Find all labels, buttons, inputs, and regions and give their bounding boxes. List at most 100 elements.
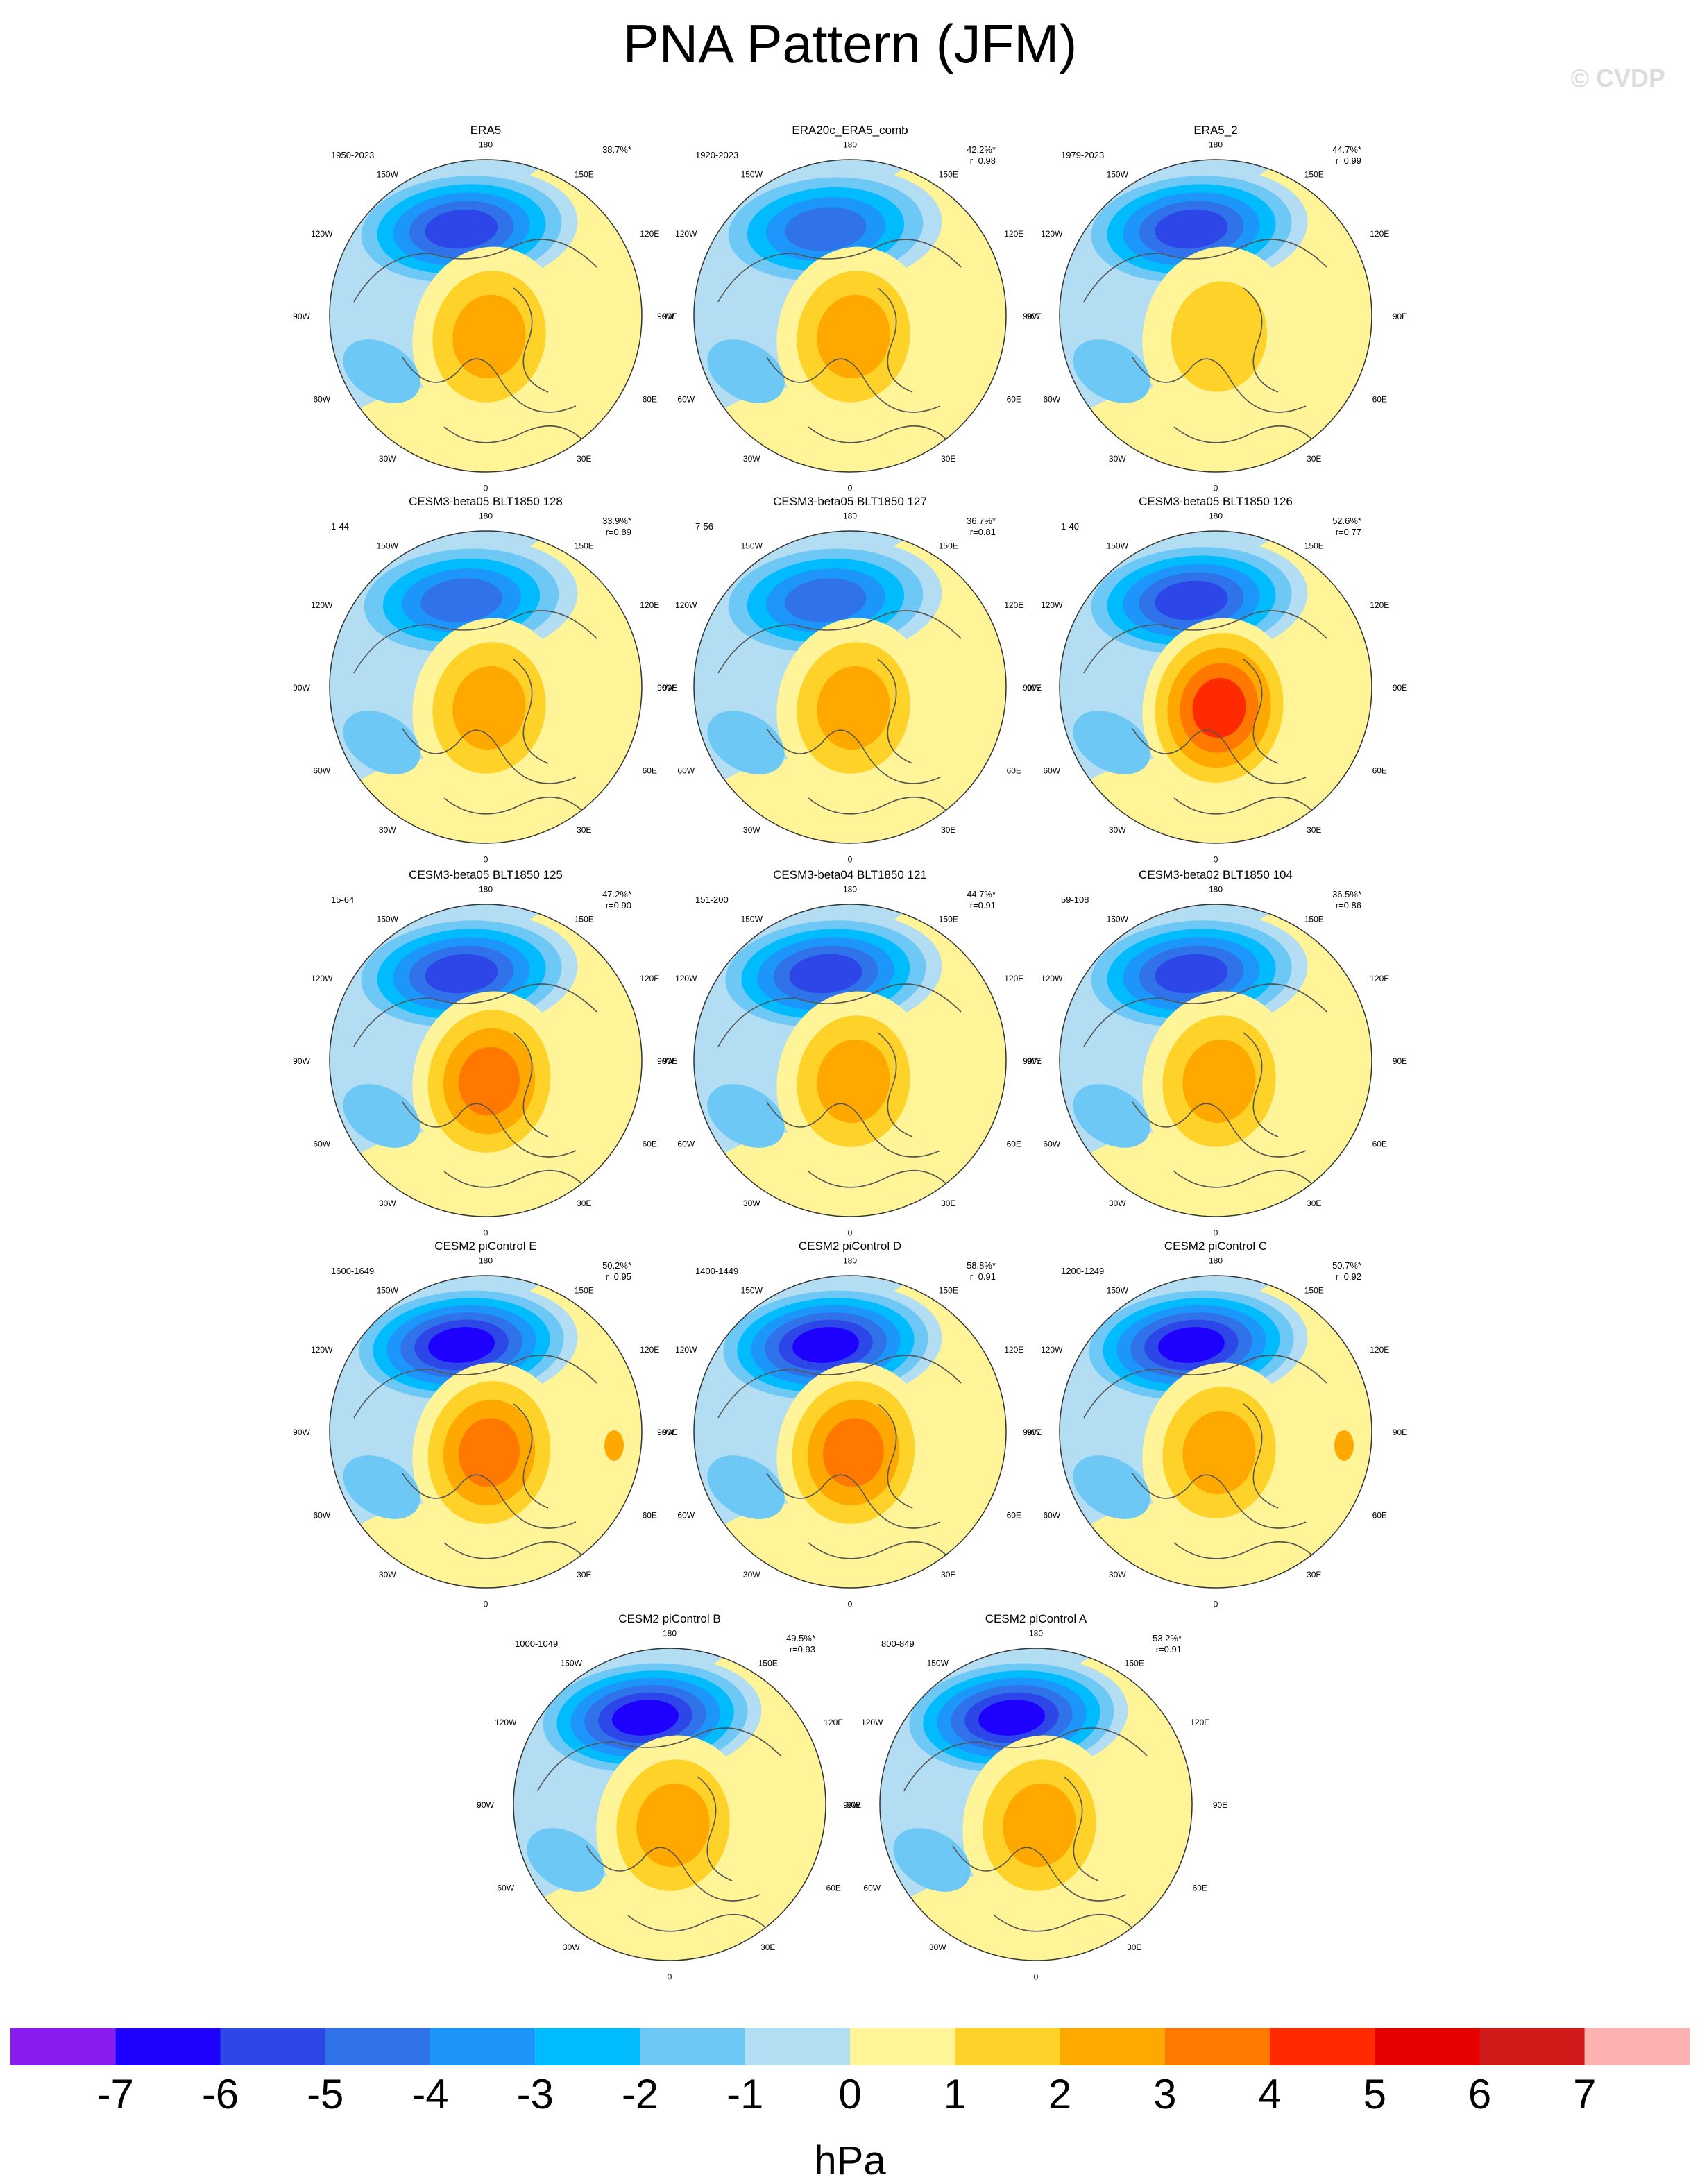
panel-variance: 50.2%* [602, 1260, 631, 1271]
map-panel: 180 150E 120E 90E 60E 30E 0 30W 60W 90W 120W 150W CE… [1023, 1239, 1407, 1609]
longitude-label: 150W [741, 169, 763, 179]
coastlines [717, 239, 962, 448]
map-fill [330, 531, 642, 843]
longitude-label: 0 [1214, 484, 1218, 493]
longitude-label: 150E [939, 914, 958, 924]
longitude-label: 150E [1304, 169, 1324, 179]
panel-period: 1000-1049 [515, 1639, 558, 1649]
longitude-label: 90E [847, 1800, 861, 1810]
longitude-label: 60W [313, 394, 330, 404]
longitude-label: 30W [1109, 1199, 1126, 1208]
longitude-label: 120E [1370, 974, 1389, 983]
panel-variance: 58.8%* [967, 1260, 996, 1271]
map-panel: 180 150E 120E 90E 60E 30E 0 30W 60W 90W 120W 150W ER… [1023, 124, 1407, 493]
map-fill [694, 531, 1006, 843]
longitude-label: 30E [1307, 1570, 1321, 1580]
map-panel: 180 150E 120E 90E 60E 30E 0 30W 60W 90W 120W 150W CE… [1023, 495, 1407, 865]
panel-title: CESM2 piControl D [799, 1239, 901, 1253]
colorbar-tick-label: 2 [1048, 2071, 1071, 2117]
longitude-label: 0 [1034, 1972, 1039, 1982]
colorbar-swatch [1479, 2028, 1585, 2065]
longitude-label: 90E [1027, 1056, 1042, 1066]
longitude-label: 0 [1214, 1228, 1218, 1238]
longitude-label: 120E [1004, 1345, 1023, 1355]
longitude-label: 0 [668, 1972, 672, 1982]
colorbar-tick-label: -6 [202, 2071, 239, 2117]
longitude-label: 30E [1127, 1942, 1141, 1952]
colorbar-swatch [535, 2028, 640, 2065]
longitude-label: 0 [848, 484, 853, 493]
longitude-label: 60E [643, 765, 657, 775]
map-panel: 180 150E 120E 90E 60E 30E 0 30W 60W 90W 120W 150W ER… [657, 124, 1042, 493]
longitude-label: 180 [663, 1629, 677, 1639]
longitude-label: 120E [640, 1345, 659, 1355]
longitude-label: 120W [675, 974, 697, 983]
panel-variance: 52.6%* [1332, 516, 1361, 526]
colorbar: -7 -6 -5 -4 -3 -2 -1 0 1 2 3 4 5 6 7 [10, 2028, 1690, 2117]
longitude-label: 150E [575, 541, 594, 550]
longitude-label: 60W [313, 765, 330, 775]
longitude-label: 90E [1393, 1056, 1407, 1066]
longitude-label: 30E [577, 825, 591, 835]
longitude-label: 180 [1209, 885, 1223, 895]
colorbar-tick-label: 5 [1363, 2071, 1386, 2117]
longitude-label: 30W [1109, 454, 1126, 464]
longitude-label: 150W [927, 1658, 949, 1668]
map-fill [1060, 531, 1372, 843]
panel-period: 1400-1449 [695, 1266, 738, 1276]
map-border [513, 1648, 826, 1961]
longitude-label: 30E [1307, 1199, 1321, 1208]
panel-variance: 36.5%* [1332, 889, 1361, 899]
panel-period: 151-200 [695, 895, 729, 905]
longitude-label: 60W [313, 1510, 330, 1520]
longitude-label: 120E [640, 229, 659, 239]
longitude-label: 180 [843, 1256, 857, 1266]
longitude-label: 120W [675, 600, 697, 610]
longitude-label: 150E [1125, 1658, 1144, 1668]
longitude-label: 60W [1043, 1510, 1060, 1520]
map-fill [330, 1276, 642, 1588]
longitude-label: 90W [657, 683, 674, 693]
colorbar-swatch [430, 2028, 536, 2065]
longitude-label: 180 [479, 140, 493, 150]
colorbar-swatch [745, 2028, 850, 2065]
longitude-label: 120E [1004, 600, 1023, 610]
longitude-label: 30W [743, 825, 760, 835]
longitude-label: 120E [824, 1718, 843, 1727]
coastlines [1083, 1355, 1327, 1564]
longitude-label: 120W [675, 1345, 697, 1355]
panel-variance: 33.9%* [602, 516, 631, 526]
map-border [329, 530, 643, 844]
colorbar-tick-label: -5 [307, 2071, 343, 2117]
longitude-label: 30W [743, 454, 760, 464]
longitude-label: 90E [663, 312, 677, 321]
colorbar-swatch [220, 2028, 325, 2065]
longitude-label: 150E [758, 1658, 778, 1668]
panel-correlation: r=0.77 [1336, 527, 1361, 537]
panel-correlation: r=0.86 [1336, 900, 1361, 911]
longitude-label: 60W [677, 1139, 695, 1149]
longitude-label: 120W [861, 1718, 883, 1727]
coastlines [1083, 239, 1327, 448]
longitude-label: 30E [577, 454, 591, 464]
colorbar-tick-label: 1 [944, 2071, 967, 2117]
panel-period: 1950-2023 [331, 150, 374, 160]
map-fill [880, 1648, 1192, 1961]
map-fill [330, 904, 642, 1217]
longitude-label: 90E [663, 683, 677, 693]
panel-correlation: r=0.81 [970, 527, 996, 537]
longitude-label: 120E [640, 974, 659, 983]
map-panel: 180 150E 120E 90E 60E 30E 0 30W 60W 90W 120W 150W CE… [293, 1239, 677, 1609]
panel-period: 7-56 [695, 521, 713, 532]
panel-title: CESM2 piControl C [1164, 1239, 1267, 1253]
longitude-label: 150W [377, 169, 399, 179]
longitude-label: 150E [939, 1285, 958, 1295]
longitude-label: 30W [1109, 825, 1126, 835]
panel-period: 59-108 [1061, 895, 1089, 905]
longitude-label: 30W [379, 1199, 396, 1208]
longitude-label: 60E [1007, 394, 1021, 404]
map-panel: 180 150E 120E 90E 60E 30E 0 30W 60W 90W 120W 150W CE… [293, 868, 677, 1238]
map-fill [694, 904, 1006, 1217]
longitude-label: 180 [1209, 511, 1223, 521]
panel-correlation: r=0.91 [970, 900, 996, 911]
